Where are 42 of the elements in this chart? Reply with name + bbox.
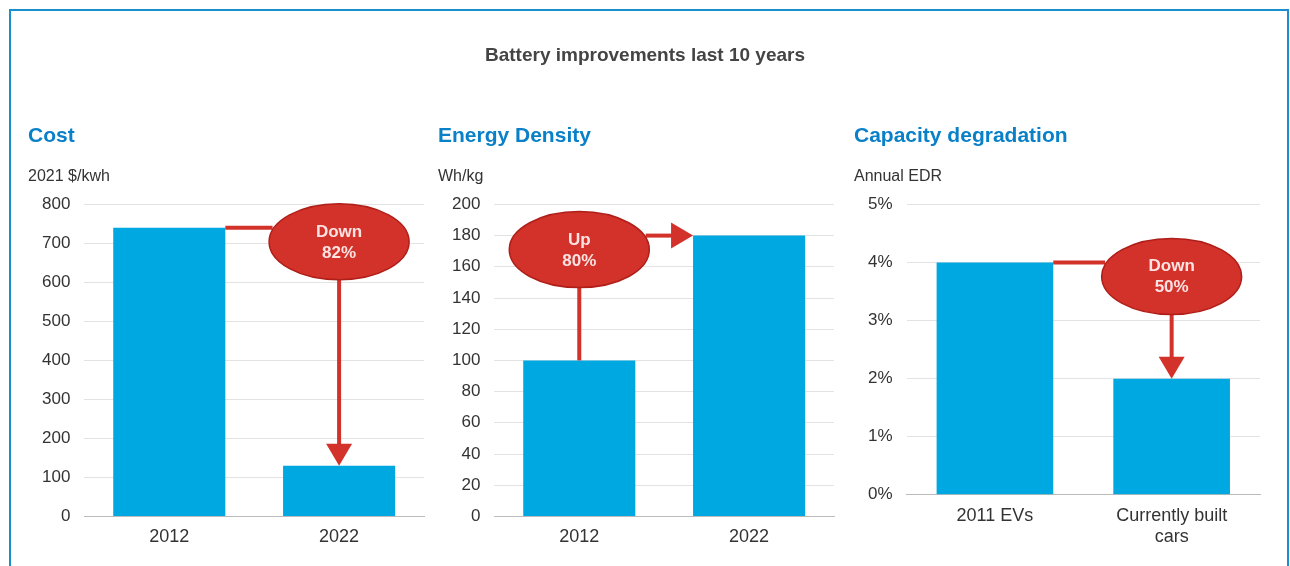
y-tick-label: 4%	[867, 252, 893, 272]
y-tick-label: 500	[41, 311, 71, 331]
y-tick-label: 400	[41, 350, 71, 370]
chart-title: Cost	[28, 123, 75, 147]
y-tick-label: 200	[41, 428, 71, 448]
x-tick-label: 2011 EVs	[956, 504, 1034, 525]
y-tick-label: 180	[451, 225, 481, 245]
y-tick-label: 800	[41, 194, 71, 214]
y-tick-label: 120	[451, 318, 481, 338]
chart-title: Capacity degradation	[854, 123, 1068, 147]
chart-title: Energy Density	[438, 123, 592, 147]
y-tick-label: 80	[461, 381, 481, 401]
y-tick-label: 700	[41, 233, 71, 253]
y-tick-label: 300	[41, 389, 71, 409]
y-tick-label: 1%	[867, 426, 893, 446]
y-axis-title: 2021 $/kwh	[28, 167, 110, 185]
x-tick-label: 2012	[559, 526, 600, 547]
y-tick-label: 5%	[867, 194, 893, 214]
y-axis-title: Annual EDR	[854, 167, 943, 185]
y-tick-label: 0%	[867, 484, 893, 504]
x-tick-label: 2022	[729, 526, 770, 547]
y-tick-label: 3%	[867, 310, 893, 330]
x-tick-label: Currently built cars	[1116, 504, 1228, 547]
y-tick-label: 2%	[867, 368, 893, 388]
x-tick-label: 2012	[149, 526, 190, 547]
y-tick-label: 60	[461, 412, 481, 432]
y-tick-label: 20	[461, 474, 481, 494]
y-tick-label: 140	[451, 287, 481, 307]
annotation: Down 82%	[314, 220, 364, 263]
y-tick-label: 200	[451, 194, 481, 214]
y-tick-label: 0	[470, 506, 481, 526]
y-tick-label: 600	[41, 272, 71, 292]
y-tick-label: 100	[41, 467, 71, 487]
annotation: Up 80%	[561, 228, 598, 271]
y-tick-label: 40	[461, 443, 481, 463]
annotation: Down 50%	[1147, 255, 1196, 298]
x-tick-label: 2022	[319, 526, 360, 547]
y-tick-label: 100	[451, 350, 481, 370]
text: Battery improvements last 10 years	[484, 44, 806, 66]
y-tick-label: 0	[60, 506, 71, 526]
y-tick-label: 160	[451, 256, 481, 276]
y-axis-title: Wh/kg	[438, 167, 484, 185]
